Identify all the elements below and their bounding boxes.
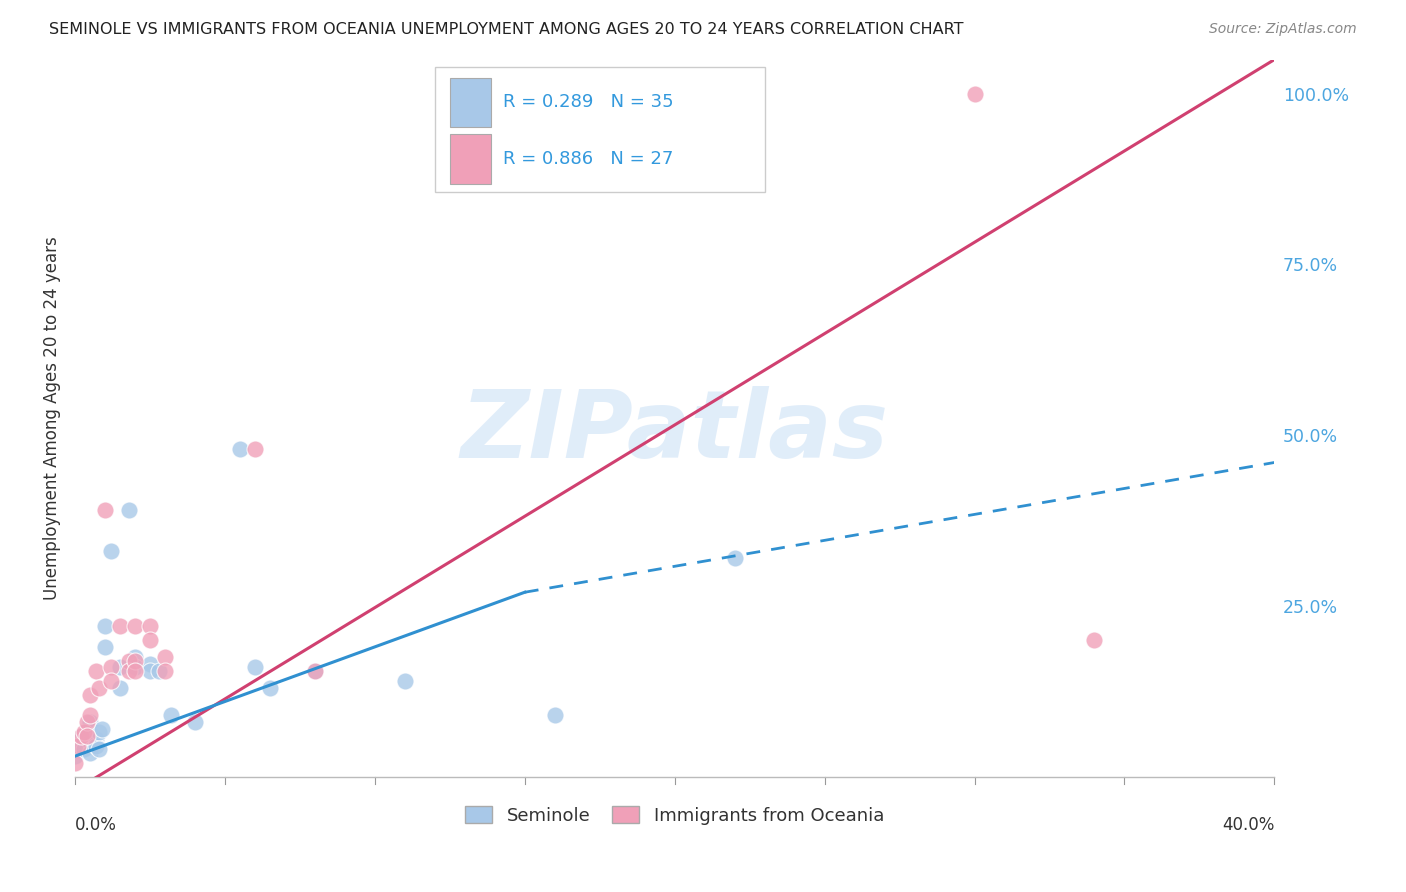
FancyBboxPatch shape: [450, 134, 491, 184]
Point: [79, 746, 101, 760]
Point: [73, 742, 96, 756]
Point: [724, 551, 747, 566]
Point: [79, 714, 101, 729]
Point: [79, 708, 101, 723]
Point: [124, 619, 146, 633]
Text: ZIPatlas: ZIPatlas: [461, 386, 889, 478]
Point: [229, 442, 252, 456]
Point: [108, 660, 131, 674]
Point: [63, 749, 86, 764]
Point: [66, 739, 89, 753]
Point: [160, 708, 183, 723]
FancyBboxPatch shape: [450, 78, 491, 127]
Point: [139, 619, 162, 633]
Point: [73, 732, 96, 747]
Point: [108, 619, 131, 633]
Point: [91, 722, 114, 736]
Point: [544, 708, 567, 723]
Text: SEMINOLE VS IMMIGRANTS FROM OCEANIA UNEMPLOYMENT AMONG AGES 20 TO 24 YEARS CORRE: SEMINOLE VS IMMIGRANTS FROM OCEANIA UNEM…: [49, 22, 963, 37]
Point: [70, 729, 93, 743]
Point: [87, 681, 110, 695]
Point: [1083, 633, 1105, 648]
Point: [304, 664, 326, 678]
Y-axis label: Unemployment Among Ages 20 to 24 years: Unemployment Among Ages 20 to 24 years: [44, 236, 60, 600]
Point: [243, 660, 266, 674]
Point: [79, 735, 101, 749]
Point: [100, 673, 122, 688]
Point: [184, 714, 207, 729]
Point: [63, 735, 86, 749]
Text: 0.0%: 0.0%: [75, 816, 117, 834]
Point: [139, 664, 162, 678]
Point: [76, 729, 98, 743]
Point: [118, 664, 141, 678]
Text: 40.0%: 40.0%: [1222, 816, 1274, 834]
Point: [82, 729, 104, 743]
Point: [100, 660, 122, 674]
Point: [394, 673, 416, 688]
Point: [84, 739, 107, 753]
Point: [118, 503, 141, 517]
Point: [243, 442, 266, 456]
Point: [124, 654, 146, 668]
Point: [63, 756, 86, 770]
Point: [304, 664, 326, 678]
Point: [94, 503, 117, 517]
Point: [76, 722, 98, 736]
Point: [148, 664, 170, 678]
Point: [87, 725, 110, 739]
Point: [108, 681, 131, 695]
Point: [84, 732, 107, 747]
Point: [73, 725, 96, 739]
Point: [94, 640, 117, 654]
Point: [100, 544, 122, 558]
Point: [70, 729, 93, 743]
Text: R = 0.886   N = 27: R = 0.886 N = 27: [503, 150, 673, 168]
Point: [153, 664, 176, 678]
Point: [118, 654, 141, 668]
Point: [84, 664, 107, 678]
Point: [124, 660, 146, 674]
Point: [963, 87, 986, 101]
Legend: Seminole, Immigrants from Oceania: Seminole, Immigrants from Oceania: [458, 799, 891, 832]
Text: R = 0.289   N = 35: R = 0.289 N = 35: [503, 94, 673, 112]
Point: [153, 650, 176, 665]
FancyBboxPatch shape: [434, 67, 765, 193]
Point: [94, 619, 117, 633]
Point: [87, 742, 110, 756]
Point: [79, 688, 101, 702]
Point: [259, 681, 281, 695]
Point: [76, 714, 98, 729]
Point: [124, 664, 146, 678]
Text: Source: ZipAtlas.com: Source: ZipAtlas.com: [1209, 22, 1357, 37]
Point: [139, 633, 162, 648]
Point: [139, 657, 162, 671]
Point: [124, 650, 146, 665]
